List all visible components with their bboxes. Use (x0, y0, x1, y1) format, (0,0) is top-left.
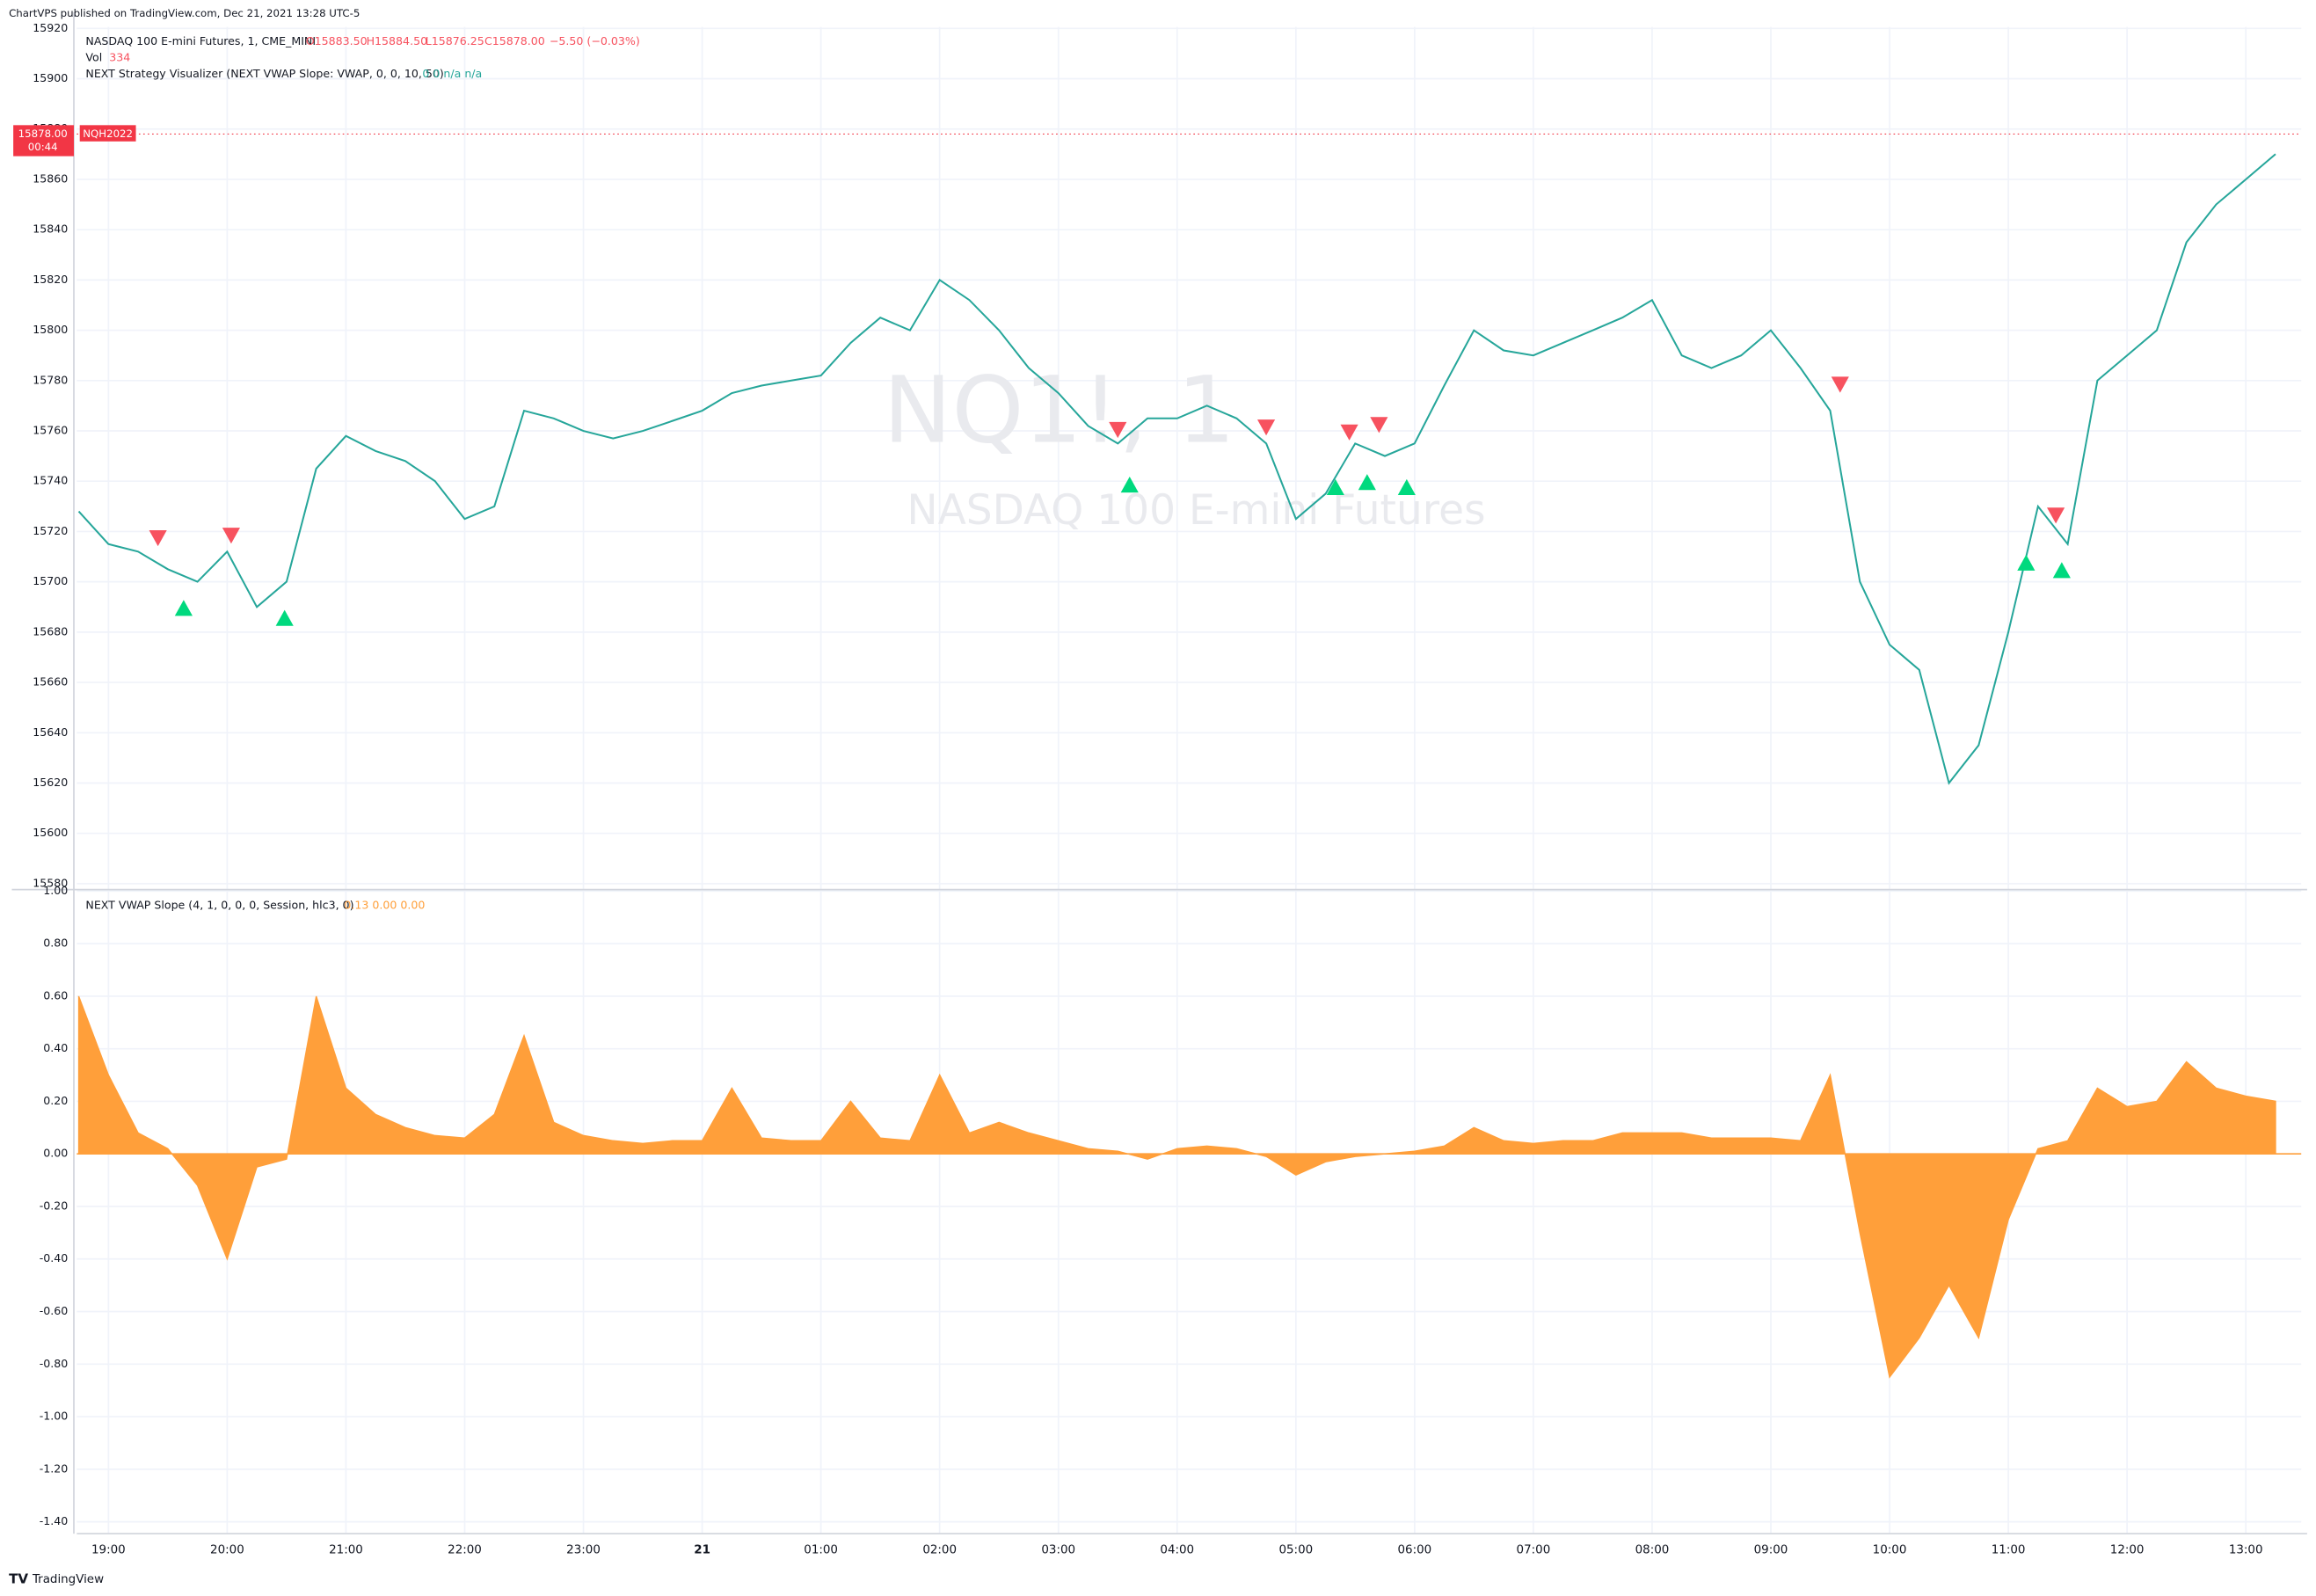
buy-signal (1358, 474, 1376, 491)
indicator-values: 0 0 n/a n/a (422, 67, 482, 80)
x-tick-label: 11:00 (1992, 1544, 2026, 1557)
y-tick-label: -1.40 (40, 1514, 69, 1527)
y-tick-label: 15860 (33, 171, 68, 185)
buy-signal (2017, 554, 2036, 571)
y-tick-label: 15900 (33, 71, 68, 84)
x-tick-label: 23:00 (566, 1544, 601, 1557)
y-tick-label: 0.00 (43, 1147, 68, 1160)
sell-signal (1370, 417, 1388, 434)
y-tick-label: -0.60 (40, 1304, 69, 1317)
y-tick-label: 15700 (33, 574, 68, 587)
y-tick-label: 15620 (33, 776, 68, 789)
sell-signal (2047, 507, 2065, 524)
x-tick-label: 20:00 (210, 1544, 244, 1557)
contract-box (79, 125, 136, 142)
y-tick-label: 15840 (33, 222, 68, 236)
y-tick-label: 15680 (33, 624, 68, 638)
price-line (77, 153, 2276, 785)
legend-close: C15878.00 (484, 34, 545, 47)
sell-signal (1831, 376, 1849, 393)
y-tick-label: -0.20 (40, 1199, 69, 1212)
x-tick-label: 03:00 (1041, 1544, 1075, 1557)
x-tick-label: 09:00 (1754, 1544, 1788, 1557)
x-tick-label: 05:00 (1278, 1544, 1313, 1557)
x-tick-label: 19:00 (91, 1544, 126, 1557)
contract: NQH2022 (83, 128, 133, 140)
x-tick-label: 12:00 (2110, 1544, 2145, 1557)
x-tick-label: 22:00 (448, 1544, 482, 1557)
grid (76, 26, 2302, 1534)
y-tick-label: 15800 (33, 323, 68, 336)
y-tick-label: 15640 (33, 725, 68, 739)
watermark-name: NASDAQ 100 E-mini Futures (907, 486, 1485, 535)
buy-signal (2052, 562, 2071, 579)
sell-signal (1340, 424, 1358, 441)
buy-signal (1326, 478, 1344, 496)
volume-label: Vol (85, 50, 102, 63)
buy-signal (275, 609, 294, 626)
x-tick-label: 13:00 (2229, 1544, 2263, 1557)
axes: 15580 15600 15620 15640 15660 15680 15700 15720… (33, 21, 2262, 1557)
x-tick-label: 10:00 (1873, 1544, 1907, 1557)
tv-logo: TV (9, 1571, 28, 1587)
x-tick-label: 06:00 (1398, 1544, 1432, 1557)
x-tick-label: 04:00 (1160, 1544, 1194, 1557)
y-tick-label: -0.40 (40, 1251, 69, 1264)
indicator-title: NEXT Strategy Visualizer (NEXT VWAP Slop… (85, 67, 443, 80)
x-tick-label: 02:00 (922, 1544, 957, 1557)
slope-title: NEXT VWAP Slope (4, 1, 0, 0, 0, Session,… (85, 899, 353, 912)
y-tick-label: -0.80 (40, 1357, 69, 1370)
y-tick-label: 0.40 (43, 1041, 68, 1054)
y-tick-label: 0.80 (43, 936, 68, 950)
sell-signal (1109, 421, 1127, 439)
y-tick-label: 15780 (33, 373, 68, 386)
y-tick-label: -1.00 (40, 1410, 69, 1423)
y-tick-label: 15820 (33, 273, 68, 286)
volume-value: 334 (109, 50, 130, 63)
buy-signal (1397, 478, 1416, 496)
x-tick-label: 21 (694, 1544, 710, 1557)
publisher: ChartVPS published on TradingView.com, D… (9, 7, 360, 19)
y-tick-label: 15720 (33, 524, 68, 537)
y-tick-label: 0.20 (43, 1094, 68, 1107)
sell-signal (222, 528, 240, 544)
y-tick-label: 15740 (33, 474, 68, 487)
slope-values: 0.13 0.00 0.00 (344, 899, 425, 912)
last-price: 15878.00 00:44 NQH2022 (13, 125, 136, 157)
legend-high: H15884.50 (367, 34, 427, 47)
legend-change: −5.50 (−0.03%) (550, 34, 640, 47)
buy-signal (174, 600, 193, 616)
y-tick-label: 1.00 (43, 884, 68, 897)
slope-area (77, 995, 2276, 1379)
countdown: 00:44 (28, 141, 58, 153)
y-tick-label: -1.20 (40, 1461, 69, 1475)
legend-open: O15883.50 (306, 34, 368, 47)
y-tick-label: 15660 (33, 675, 68, 689)
y-tick-label: 15580 (33, 876, 68, 889)
y-tick-label: 0.60 (43, 988, 68, 1002)
y-tick-label: 15920 (33, 21, 68, 34)
sell-signal (149, 529, 167, 547)
buy-signal (1120, 477, 1139, 493)
y-tick-label: 15600 (33, 826, 68, 839)
footer: TradingView (32, 1573, 104, 1586)
legend-low: L15876.25 (426, 34, 484, 47)
x-tick-label: 01:00 (804, 1544, 838, 1557)
x-tick-label: 08:00 (1635, 1544, 1670, 1557)
x-tick-label: 07:00 (1517, 1544, 1551, 1557)
watermark-symbol: NQ1!, 1 (884, 356, 1235, 463)
price-box (13, 125, 74, 157)
legend-title: NASDAQ 100 E-mini Futures, 1, CME_MINI (85, 34, 316, 47)
price-label: 15878.00 (18, 128, 68, 140)
y-tick-label: 15760 (33, 424, 68, 437)
sell-signal (1256, 419, 1276, 436)
x-tick-label: 21:00 (329, 1544, 363, 1557)
